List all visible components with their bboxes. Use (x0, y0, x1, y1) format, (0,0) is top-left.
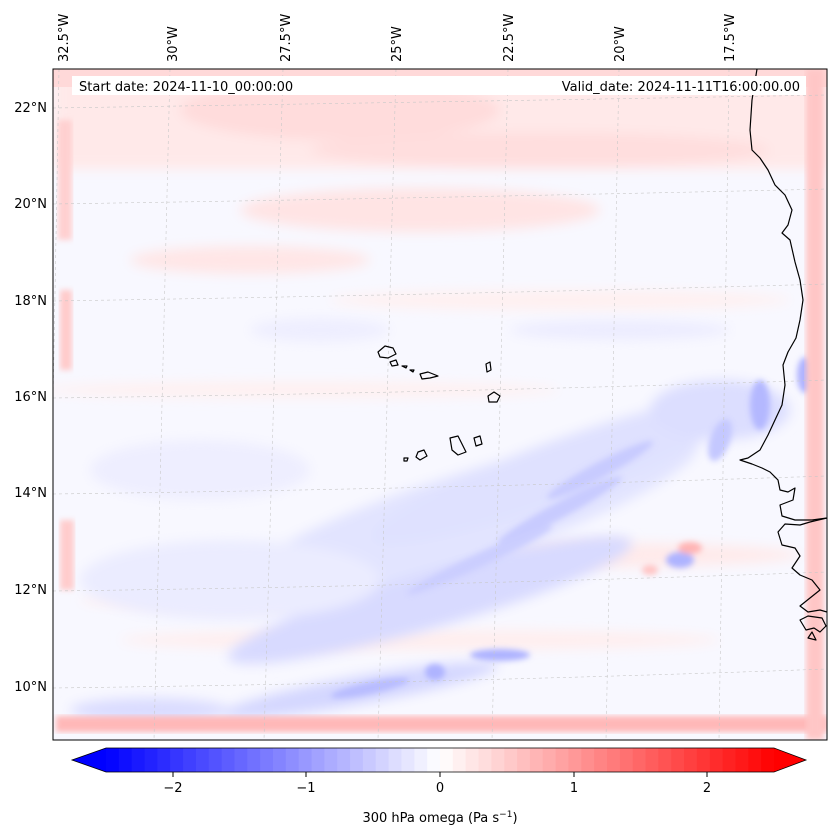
lat-label-22n: 22°N (14, 101, 47, 116)
lat-label-12n: 12°N (14, 583, 47, 598)
colorbar-cell (529, 748, 544, 772)
colorbar-cell (568, 748, 582, 772)
colorbar-extend-max-arrow (774, 748, 806, 772)
colorbar-cell (542, 748, 557, 772)
colorbar-cell (491, 748, 505, 772)
colorbar-cell (260, 748, 274, 772)
colorbar-cell (414, 748, 428, 772)
colorbar-cell (504, 748, 518, 772)
graticule (53, 69, 827, 740)
colorbar-cell (131, 748, 146, 772)
lon-label-27-5w: 27.5°W (279, 14, 294, 62)
lon-label-20w: 20°W (613, 26, 628, 62)
colorbar-cell (234, 748, 248, 772)
cape-verde-islands (377, 345, 501, 462)
map-frame (52, 68, 828, 741)
colorbar-cell (671, 748, 685, 772)
colorbar-cell (465, 748, 480, 772)
lat-label-10n: 10°N (14, 680, 47, 695)
lon-label-32-5w: 32.5°W (57, 14, 72, 62)
colorbar-cell (607, 748, 621, 772)
colorbar: −2 −1 0 1 2 300 hPa omega (Pa s−1) (70, 747, 808, 826)
colorbar-cell (362, 748, 377, 772)
longitude-labels: 32.5°W 30°W 27.5°W 25°W 22.5°W 20°W 17.5… (57, 14, 738, 62)
bijagos-coast (799, 615, 827, 641)
start-date-label: Start date: 2024-11-10_00:00:00 (79, 80, 293, 95)
colorbar-ticks: −2 −1 0 1 2 (163, 772, 711, 796)
colorbar-cell (748, 748, 762, 772)
colorbar-cells (106, 748, 775, 772)
colorbar-cell (658, 748, 672, 772)
colorbar-cell (324, 748, 338, 772)
colorbar-label-close: ) (512, 811, 517, 826)
strong-omega-streaks (330, 357, 813, 699)
colorbar-cell (350, 748, 364, 772)
colorbar-cell (401, 748, 415, 772)
colorbar-cell (195, 748, 210, 772)
gambia-guinea-coast (777, 517, 827, 613)
map-panel: Start date: 2024-11-10_00:00:00 Valid_da… (52, 68, 828, 741)
colorbar-cell (170, 748, 184, 772)
lat-label-16n: 16°N (14, 390, 47, 405)
header-strip (72, 76, 806, 95)
colorbar-cell (555, 748, 570, 772)
colorbar-cell (285, 748, 300, 772)
colorbar-cell (594, 748, 608, 772)
lon-label-25w: 25°W (390, 26, 405, 62)
colorbar-cell (632, 748, 647, 772)
colorbar-tick-1: 1 (570, 781, 578, 796)
colorbar-cell (337, 748, 351, 772)
coastlines (377, 69, 827, 641)
colorbar-cell (478, 748, 492, 772)
colorbar-cell (247, 748, 261, 772)
colorbar-cell (645, 748, 659, 772)
lat-label-20n: 20°N (14, 197, 47, 212)
colorbar-label-main: 300 hPa omega (Pa s (362, 811, 499, 826)
colorbar-cell (735, 748, 749, 772)
colorbar-cell (440, 748, 454, 772)
west-africa-coast (739, 69, 827, 521)
colorbar-cell (709, 748, 724, 772)
colorbar-cell (388, 748, 403, 772)
colorbar-cell (452, 748, 467, 772)
colorbar-tick-0: 0 (436, 781, 444, 796)
colorbar-cell (581, 748, 595, 772)
colorbar-cell (221, 748, 236, 772)
lat-label-14n: 14°N (14, 486, 47, 501)
colorbar-cell (118, 748, 133, 772)
colorbar-tick-neg1: −1 (296, 781, 315, 796)
lon-label-30w: 30°W (166, 26, 181, 62)
colorbar-tick-neg2: −2 (163, 781, 182, 796)
colorbar-cell (106, 748, 120, 772)
colorbar-label: 300 hPa omega (Pa s−1) (362, 810, 517, 826)
colorbar-cell (375, 748, 390, 772)
latitude-labels: 22°N 20°N 18°N 16°N 14°N 12°N 10°N (14, 101, 47, 695)
lon-label-17-5w: 17.5°W (723, 14, 738, 62)
colorbar-tick-2: 2 (703, 781, 711, 796)
colorbar-extend-min-arrow (72, 748, 106, 772)
colorbar-cell (208, 748, 223, 772)
colorbar-cell (157, 748, 171, 772)
colorbar-cell (273, 748, 287, 772)
colorbar-label-exponent: −1 (499, 810, 512, 820)
colorbar-cell (427, 748, 441, 772)
colorbar-cell (311, 748, 325, 772)
valid-date-label: Valid_date: 2024-11-11T16:00:00.00 (562, 80, 800, 95)
colorbar-cell (761, 748, 775, 772)
colorbar-cell (619, 748, 634, 772)
colorbar-outline (70, 747, 808, 773)
lon-label-22-5w: 22.5°W (502, 14, 517, 62)
lat-label-18n: 18°N (14, 294, 47, 309)
colorbar-cell (183, 748, 197, 772)
colorbar-cell (684, 748, 698, 772)
colorbar-cell (517, 748, 531, 772)
colorbar-cell (144, 748, 158, 772)
colorbar-cell (696, 748, 711, 772)
colorbar-cell (298, 748, 313, 772)
colorbar-cell (722, 748, 737, 772)
